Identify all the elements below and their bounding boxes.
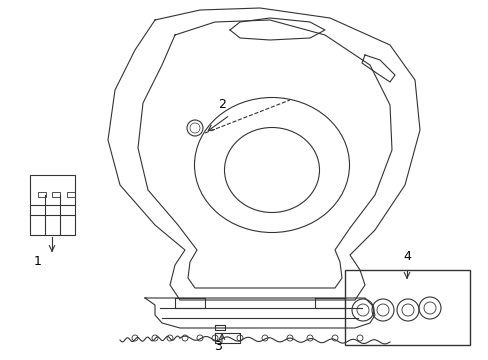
Bar: [38, 192, 46, 197]
Bar: [67, 192, 75, 197]
Text: 3: 3: [214, 340, 222, 353]
Text: 2: 2: [218, 98, 225, 111]
Bar: [345, 270, 469, 345]
Text: 4: 4: [402, 250, 410, 263]
Bar: [52, 192, 60, 197]
Text: 1: 1: [34, 255, 42, 268]
